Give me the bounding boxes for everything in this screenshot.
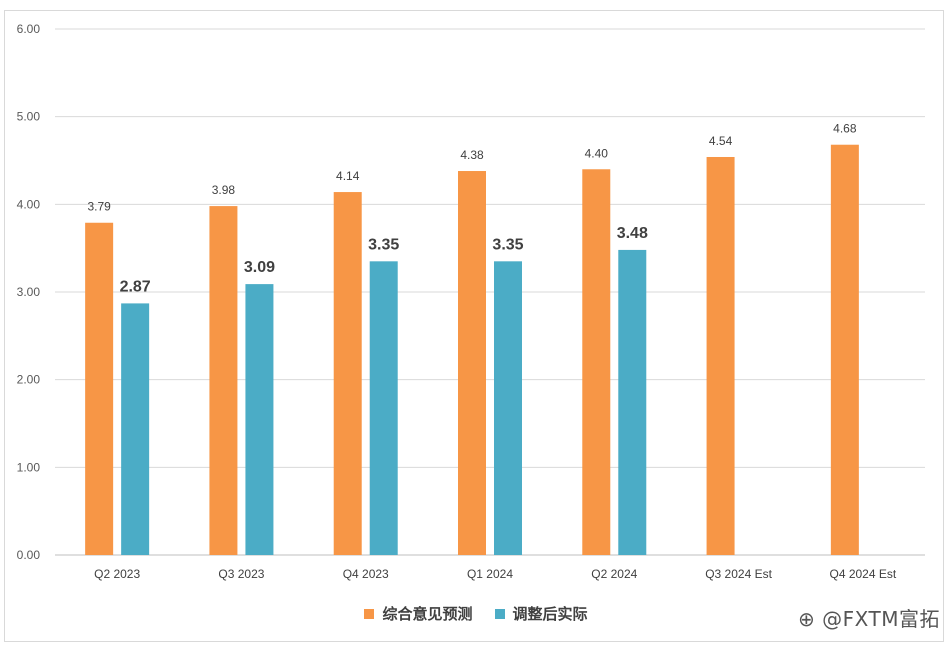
legend-swatch-actual xyxy=(494,608,505,619)
zhihu-logo-icon: ⊕ xyxy=(798,607,816,631)
y-tick-label: 1.00 xyxy=(17,460,41,474)
bar-forecast xyxy=(706,156,735,555)
bar-forecast xyxy=(582,169,611,555)
bar-forecast xyxy=(209,206,238,555)
x-tick-label: Q1 2024 xyxy=(467,567,513,581)
data-label-actual: 3.09 xyxy=(244,259,275,276)
data-label-forecast: 4.38 xyxy=(460,148,484,162)
data-label-forecast: 3.79 xyxy=(87,200,111,214)
legend-swatch-forecast xyxy=(364,608,375,619)
legend-label-forecast: 综合意见预测 xyxy=(382,605,473,623)
data-label-actual: 3.48 xyxy=(617,225,648,242)
x-tick-label: Q4 2024 Est xyxy=(829,567,896,581)
watermark-text: @FXTM富拓 xyxy=(822,607,940,631)
x-tick-label: Q3 2023 xyxy=(218,567,264,581)
bar-forecast xyxy=(830,144,859,555)
legend-label-actual: 调整后实际 xyxy=(512,605,588,623)
bar-forecast xyxy=(458,171,486,555)
data-label-forecast: 4.40 xyxy=(585,146,609,160)
data-label-actual: 3.35 xyxy=(368,236,399,253)
data-label-actual: 2.87 xyxy=(120,278,151,295)
y-tick-label: 0.00 xyxy=(17,548,41,562)
data-label-forecast: 4.68 xyxy=(833,122,857,136)
bar-actual xyxy=(369,261,398,555)
x-tick-label: Q2 2024 xyxy=(591,567,637,581)
x-tick-label: Q2 2023 xyxy=(94,567,140,581)
data-label-actual: 3.35 xyxy=(492,236,523,253)
legend-item-actual: 调整后实际 xyxy=(494,603,588,624)
bar-forecast xyxy=(333,192,362,555)
legend: 综合意见预测 调整后实际 xyxy=(0,603,952,624)
legend-item-forecast: 综合意见预测 xyxy=(364,603,473,624)
bar-actual xyxy=(618,249,647,556)
data-label-forecast: 3.98 xyxy=(212,183,236,197)
y-tick-label: 6.00 xyxy=(17,22,41,36)
data-label-forecast: 4.54 xyxy=(709,134,733,148)
bar-actual xyxy=(245,284,274,555)
y-tick-label: 4.00 xyxy=(17,197,41,211)
bar-forecast xyxy=(85,222,114,555)
data-label-forecast: 4.14 xyxy=(336,169,360,183)
y-tick-label: 3.00 xyxy=(17,285,41,299)
y-tick-label: 5.00 xyxy=(17,110,41,124)
watermark: ⊕ @FXTM富拓 xyxy=(798,603,940,632)
x-tick-label: Q3 2024 Est xyxy=(705,567,772,581)
bar-actual xyxy=(121,303,150,555)
x-tick-label: Q4 2023 xyxy=(343,567,389,581)
y-tick-label: 2.00 xyxy=(17,373,41,387)
bar-actual xyxy=(494,261,522,555)
